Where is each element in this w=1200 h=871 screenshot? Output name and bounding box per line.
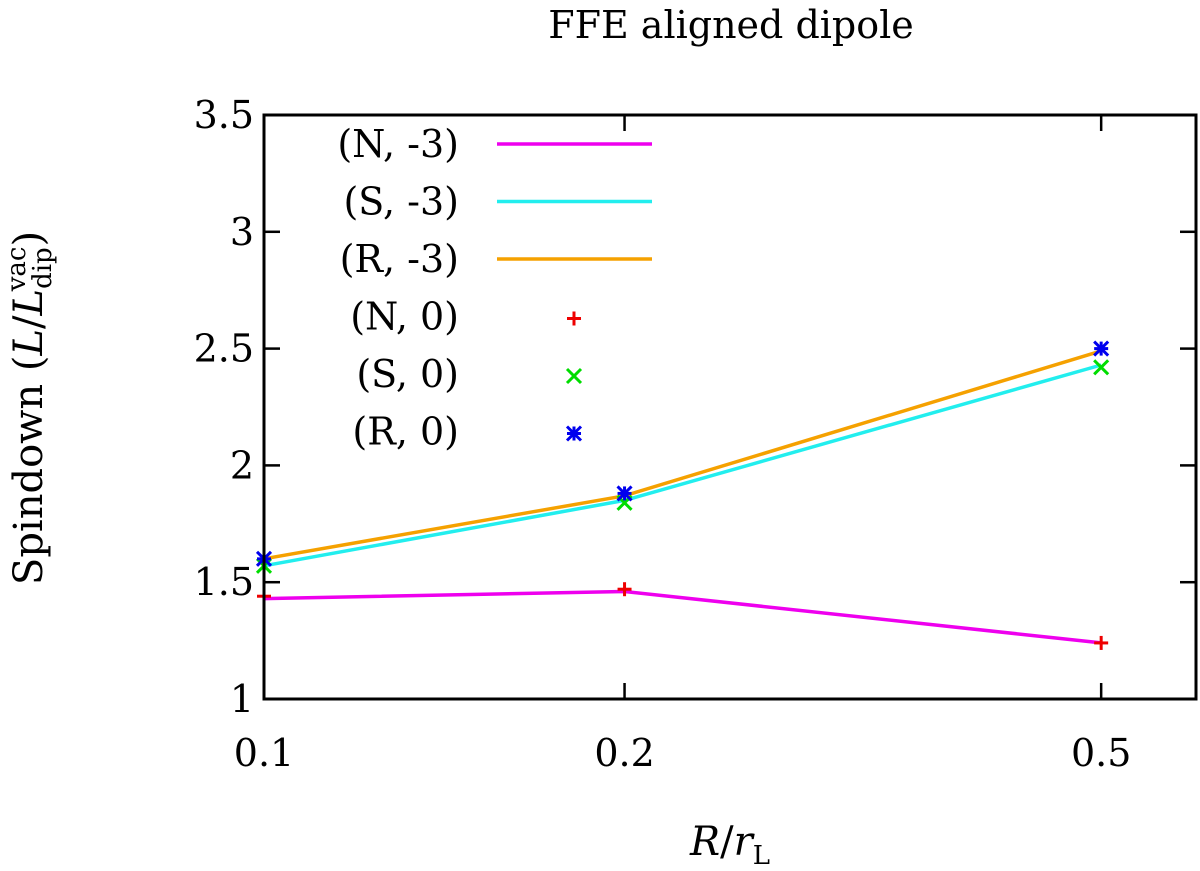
y-tick-label: 3 xyxy=(230,210,254,254)
marker-stroke xyxy=(1093,359,1110,376)
data-point-r0 xyxy=(616,485,633,502)
legend-label: (S, -3) xyxy=(343,180,459,224)
marker-stroke xyxy=(616,485,633,502)
data-point-r0 xyxy=(1093,340,1110,357)
legend-swatch-marker xyxy=(565,425,583,442)
series-line-n-3 xyxy=(263,589,1102,645)
y-tick-label: 2.5 xyxy=(194,327,254,371)
y-axis-label-suffix: ) xyxy=(6,231,52,247)
legend-label: (R, -3) xyxy=(340,237,459,281)
marker-stroke xyxy=(565,425,583,442)
x-axis-label-slash: / xyxy=(720,819,734,865)
y-axis-label-var: L xyxy=(6,329,52,357)
legend-label: (N, 0) xyxy=(350,295,459,339)
legend: (N, -3) (S, -3) (R, -3) (N, 0) (S, 0) (R, 0) xyxy=(337,122,652,454)
y-axis-label-prefix: Spindown ( xyxy=(6,356,52,586)
legend-label: (R, 0) xyxy=(352,410,459,454)
x-tick-label: 0.2 xyxy=(594,731,654,775)
y-tick-label: 1.5 xyxy=(194,560,254,604)
legend-swatch-marker xyxy=(567,311,581,326)
marker-stroke xyxy=(565,367,583,385)
x-tick-label: 0.1 xyxy=(234,731,294,775)
x-axis-label-sub: L xyxy=(753,841,770,871)
chart-title: FFE aligned dipole xyxy=(548,3,914,47)
x-axis-label-var2: r xyxy=(734,819,756,865)
y-axis-label-sub: dip xyxy=(28,247,58,289)
y-axis-label-sup: vac xyxy=(2,247,32,293)
y-tick-label: 3.5 xyxy=(194,93,254,137)
x-axis-label-var: R xyxy=(689,819,720,865)
y-axis-label-slash: / xyxy=(6,315,52,329)
x-tick-labels: 0.1 0.2 0.5 xyxy=(234,731,1132,775)
legend-swatch-marker xyxy=(565,367,583,385)
data-point-s0 xyxy=(1093,359,1110,376)
data-point-n0 xyxy=(1094,635,1109,650)
y-tick-label: 2 xyxy=(230,443,254,487)
legend-label: (N, -3) xyxy=(337,122,459,166)
x-axis-label: R/rL xyxy=(689,819,770,871)
y-axis-label-var2: L xyxy=(6,289,52,317)
marker-stroke xyxy=(1093,340,1110,357)
x-tick-label: 0.5 xyxy=(1071,731,1131,775)
data-point-n0 xyxy=(617,582,632,597)
plot-frame xyxy=(262,113,1198,701)
y-tick-label: 1 xyxy=(230,677,254,721)
y-tick-labels: 1 1.5 2 2.5 3 3.5 xyxy=(194,93,254,721)
y-axis-label: Spindown (L/Ldipvac) xyxy=(2,231,58,585)
legend-label: (S, 0) xyxy=(356,352,459,396)
